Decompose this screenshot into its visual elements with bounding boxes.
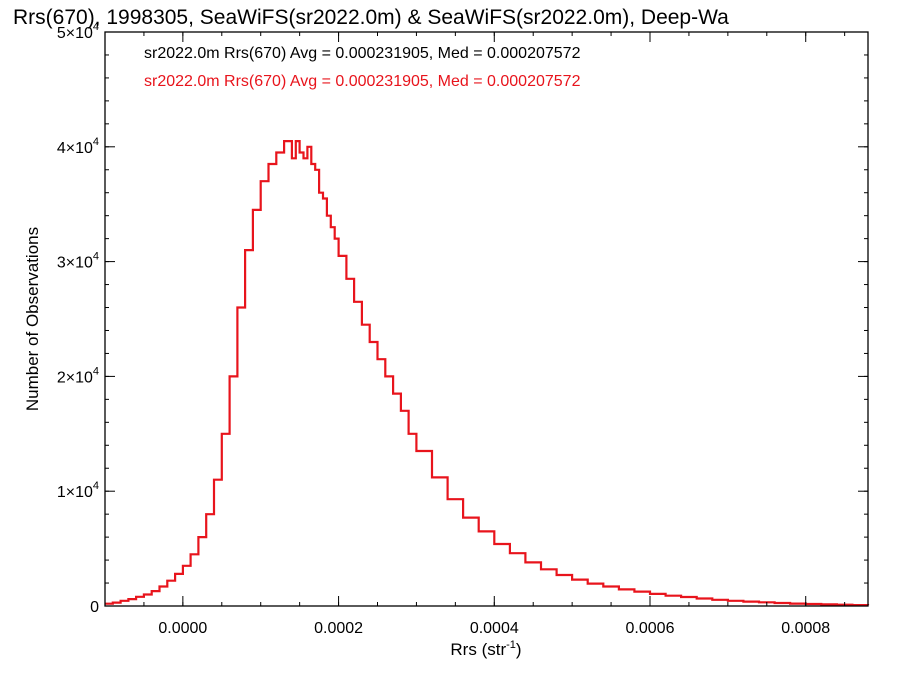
y-tick-label: 0 (90, 599, 99, 616)
legend-entry-1: sr2022.0m Rrs(670) Avg = 0.000231905, Me… (144, 45, 581, 62)
x-tick-label: 0.0008 (781, 620, 830, 637)
x-tick-label: 0.0002 (314, 620, 363, 637)
x-tick-label: 0.0000 (158, 620, 207, 637)
y-tick-label: 3×104 (57, 251, 99, 272)
legend: sr2022.0m Rrs(670) Avg = 0.000231905, Me… (144, 45, 581, 90)
x-tick-label: 0.0004 (470, 620, 519, 637)
y-tick-label: 4×104 (57, 136, 99, 157)
histogram-series-2 (105, 140, 870, 607)
chart-title: Rrs(670), 1998305, SeaWiFS(sr2022.0m) & … (13, 6, 729, 29)
y-tick-label: 5×104 (57, 21, 99, 42)
plot-frame (104, 31, 869, 607)
histogram-series-1 (105, 140, 869, 606)
tick-layer: 0.0000 0.0002 0.0004 0.0006 0.0008 0 1×104 2×10… (57, 21, 868, 637)
x-axis-label: Rrs (str-1) (450, 639, 521, 659)
y-tick-label: 1×104 (57, 480, 99, 501)
legend-entry-2: sr2022.0m Rrs(670) Avg = 0.000231905, Me… (144, 73, 581, 90)
series-layer (105, 140, 870, 607)
y-axis-label: Number of Observations (23, 227, 42, 411)
x-tick-label: 0.0006 (626, 620, 675, 637)
y-tick-label: 2×104 (57, 365, 99, 386)
